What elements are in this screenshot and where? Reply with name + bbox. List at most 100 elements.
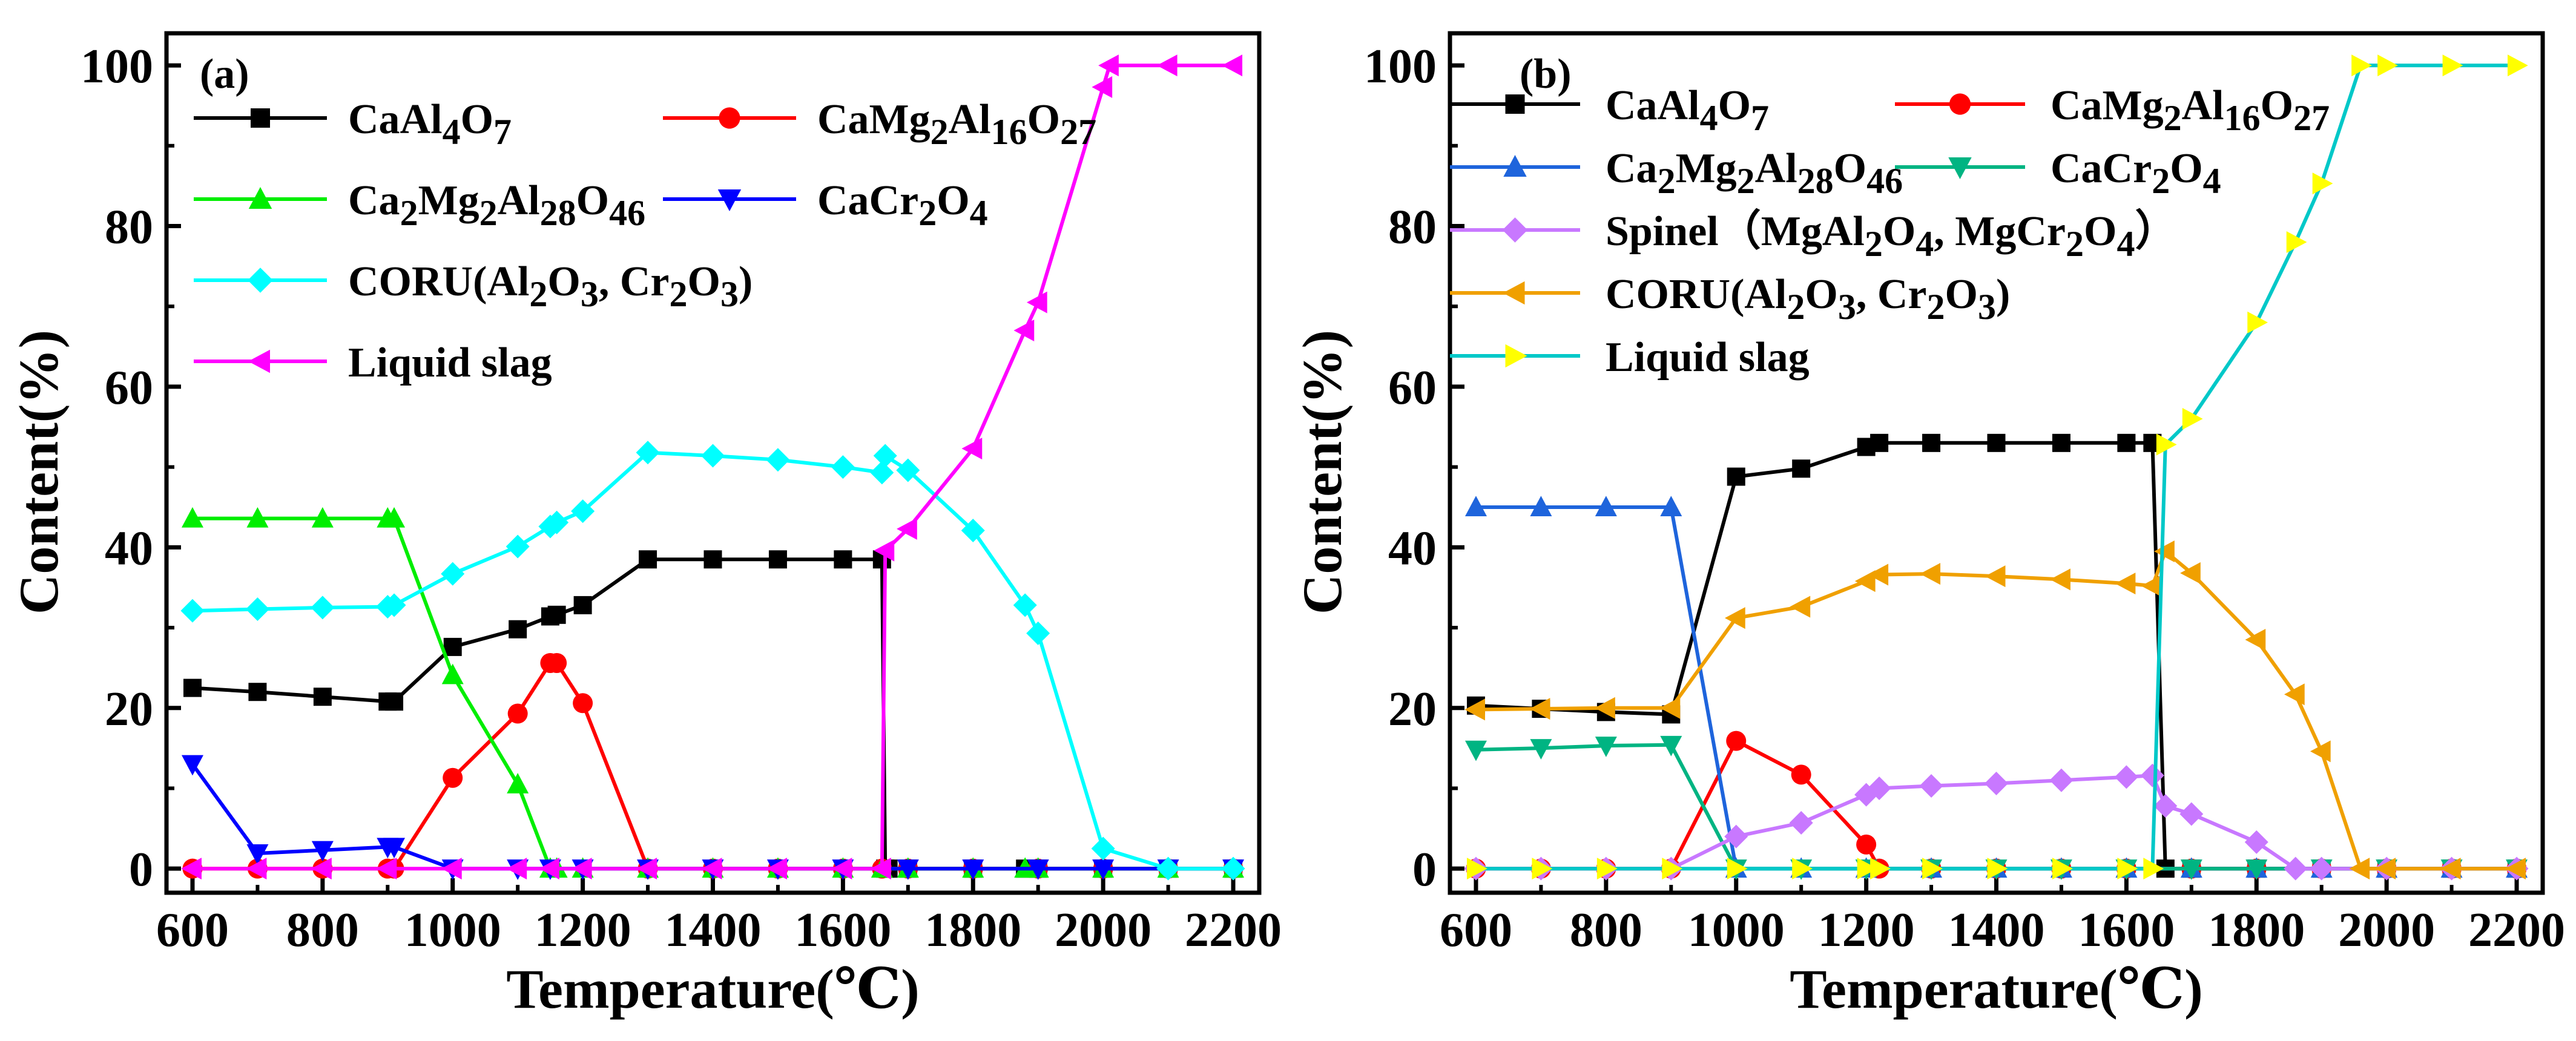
data-point-liquid-slag [636, 858, 657, 880]
series-line-coru-al2o3-cr2o3 [1475, 550, 2517, 871]
data-point-coru-al2o3-cr2o3 [873, 444, 897, 468]
data-point-coru-al2o3-cr2o3 [636, 441, 660, 465]
legend-marker [248, 349, 270, 373]
data-point-liquid-slag [701, 858, 722, 880]
data-point-coru-al2o3-cr2o3 [1985, 565, 2006, 588]
data-point-caal4o7 [639, 550, 657, 569]
data-point-coru-al2o3-cr2o3 [441, 562, 465, 586]
data-point-coru-al2o3-cr2o3 [180, 599, 205, 623]
data-point-coru-al2o3-cr2o3 [1724, 607, 1745, 629]
y-tick-label: 20 [1388, 683, 1437, 736]
legend-marker [251, 108, 270, 128]
data-point-liquid-slag [1092, 76, 1113, 98]
data-point-liquid-slag [376, 858, 397, 880]
data-point-liquid-slag [1792, 858, 1813, 880]
data-point-liquid-slag [1532, 858, 1553, 880]
chart-panel-2: 600 800 1000 1200 1400 1600 1800 2000 2200 0 20 40 6… [1291, 31, 2565, 1020]
series-line-liquid-slag [193, 64, 1233, 871]
x-tick-label: 1400 [665, 904, 762, 957]
data-point-liquid-slag [831, 858, 852, 880]
data-point-cacr2o4 [181, 755, 203, 776]
data-point-camg2al16o27 [1856, 834, 1877, 855]
y-tick-label: 100 [81, 40, 153, 93]
legend-label: Ca2Mg2Al28O46 [1606, 145, 1903, 201]
legend-label: CaMg2Al16O27 [2051, 82, 2330, 138]
data-point-coru-al2o3-cr2o3 [1221, 856, 1245, 881]
data-point-liquid-slag [2377, 54, 2398, 77]
data-point-liquid-slag [246, 858, 267, 880]
data-point-ca2mg2al28o46 [441, 663, 464, 685]
data-point-camg2al16o27 [547, 652, 567, 673]
data-point-camg2al16o27 [507, 703, 528, 724]
data-point-caal4o7 [1870, 433, 1889, 452]
data-point-spinel-mgal2o4-mgcr2o4 [2310, 856, 2334, 881]
data-point-ca2mg2al28o46 [311, 507, 334, 528]
legend-marker [719, 107, 740, 129]
data-point-liquid-slag [766, 858, 787, 880]
data-point-ca2mg2al28o46 [383, 507, 406, 528]
data-point-liquid-slag [897, 517, 917, 540]
data-point-liquid-slag [1870, 858, 1891, 880]
legend-label: Ca2Mg2Al28O46 [348, 177, 645, 233]
data-point-coru-al2o3-cr2o3 [1529, 698, 1550, 720]
data-point-coru-al2o3-cr2o3 [2154, 540, 2175, 562]
legend-marker [1505, 344, 1527, 368]
legend-entry-ca2mg2al28o46: Ca2Mg2Al28O46 [194, 177, 645, 233]
data-point-cacr2o4 [1660, 735, 1682, 757]
data-point-caal4o7 [703, 550, 722, 569]
x-tick-label: 1200 [1818, 904, 1915, 957]
x-tick-label: 2000 [1055, 904, 1151, 957]
data-point-coru-al2o3-cr2o3 [766, 448, 790, 472]
data-point-coru-al2o3-cr2o3 [2050, 568, 2070, 591]
legend-entry-cacr2o4: CaCr2O4 [663, 177, 988, 233]
data-point-cacr2o4 [246, 844, 269, 865]
data-point-liquid-slag [2156, 433, 2177, 456]
x-tick-label: 1600 [2078, 904, 2175, 957]
data-point-liquid-slag [2117, 858, 2138, 880]
legend-label: CORU(Al2O3, Cr2O3) [1606, 271, 2010, 327]
legend-entry-liquid-slag: Liquid slag [194, 340, 552, 386]
data-point-liquid-slag [2247, 311, 2268, 333]
data-point-caal4o7 [2052, 433, 2070, 452]
series-group [180, 54, 1245, 881]
data-point-caal4o7 [768, 550, 787, 569]
data-point-coru-al2o3-cr2o3 [545, 510, 569, 534]
data-point-coru-al2o3-cr2o3 [311, 596, 335, 620]
legend-marker [1949, 93, 1971, 115]
data-point-liquid-slag [2351, 54, 2372, 77]
data-point-coru-al2o3-cr2o3 [831, 455, 855, 479]
legend-marker [1503, 155, 1527, 177]
data-point-caal4o7 [1987, 433, 2006, 452]
legend-label: Liquid slag [1606, 334, 1810, 381]
data-point-coru-al2o3-cr2o3 [1464, 698, 1485, 721]
data-point-coru-al2o3-cr2o3 [1659, 697, 1681, 719]
data-point-coru-al2o3-cr2o3 [1091, 836, 1115, 861]
data-point-liquid-slag [1466, 858, 1487, 880]
legend-marker [248, 268, 273, 293]
data-point-liquid-slag [1922, 858, 1943, 880]
data-point-liquid-slag [2182, 408, 2203, 430]
x-tick-label: 800 [1570, 904, 1642, 957]
y-tick-label: 0 [129, 843, 153, 896]
x-axis-title: Temperature(℃) [506, 958, 920, 1020]
data-point-coru-al2o3-cr2o3 [571, 499, 595, 524]
data-point-liquid-slag [1727, 858, 1748, 880]
x-tick-label: 2200 [1185, 904, 1282, 957]
data-point-coru-al2o3-cr2o3 [2349, 858, 2370, 880]
data-point-spinel-mgal2o4-mgcr2o4 [2153, 794, 2178, 818]
data-point-caal4o7 [1922, 433, 1941, 452]
legend-entry-ca2mg2al28o46: Ca2Mg2Al28O46 [1450, 145, 1903, 201]
legend: CaAl4O7 CaMg2Al16O27 Ca2Mg2Al28O46 CaCr2O4 C… [194, 96, 1096, 386]
data-point-coru-al2o3-cr2o3 [2440, 858, 2461, 880]
data-point-liquid-slag [2143, 858, 2164, 880]
x-tick-label: 1000 [1688, 904, 1785, 957]
legend-marker [248, 187, 272, 209]
data-point-coru-al2o3-cr2o3 [2505, 858, 2526, 880]
data-point-liquid-slag [181, 858, 202, 880]
legend-entry-coru-al2o3-cr2o3: CORU(Al2O3, Cr2O3) [1450, 271, 2010, 327]
legend-marker [1502, 217, 1528, 243]
data-point-camg2al16o27 [573, 693, 593, 714]
data-point-cacr2o4 [311, 841, 334, 862]
data-point-caal4o7 [509, 620, 527, 639]
